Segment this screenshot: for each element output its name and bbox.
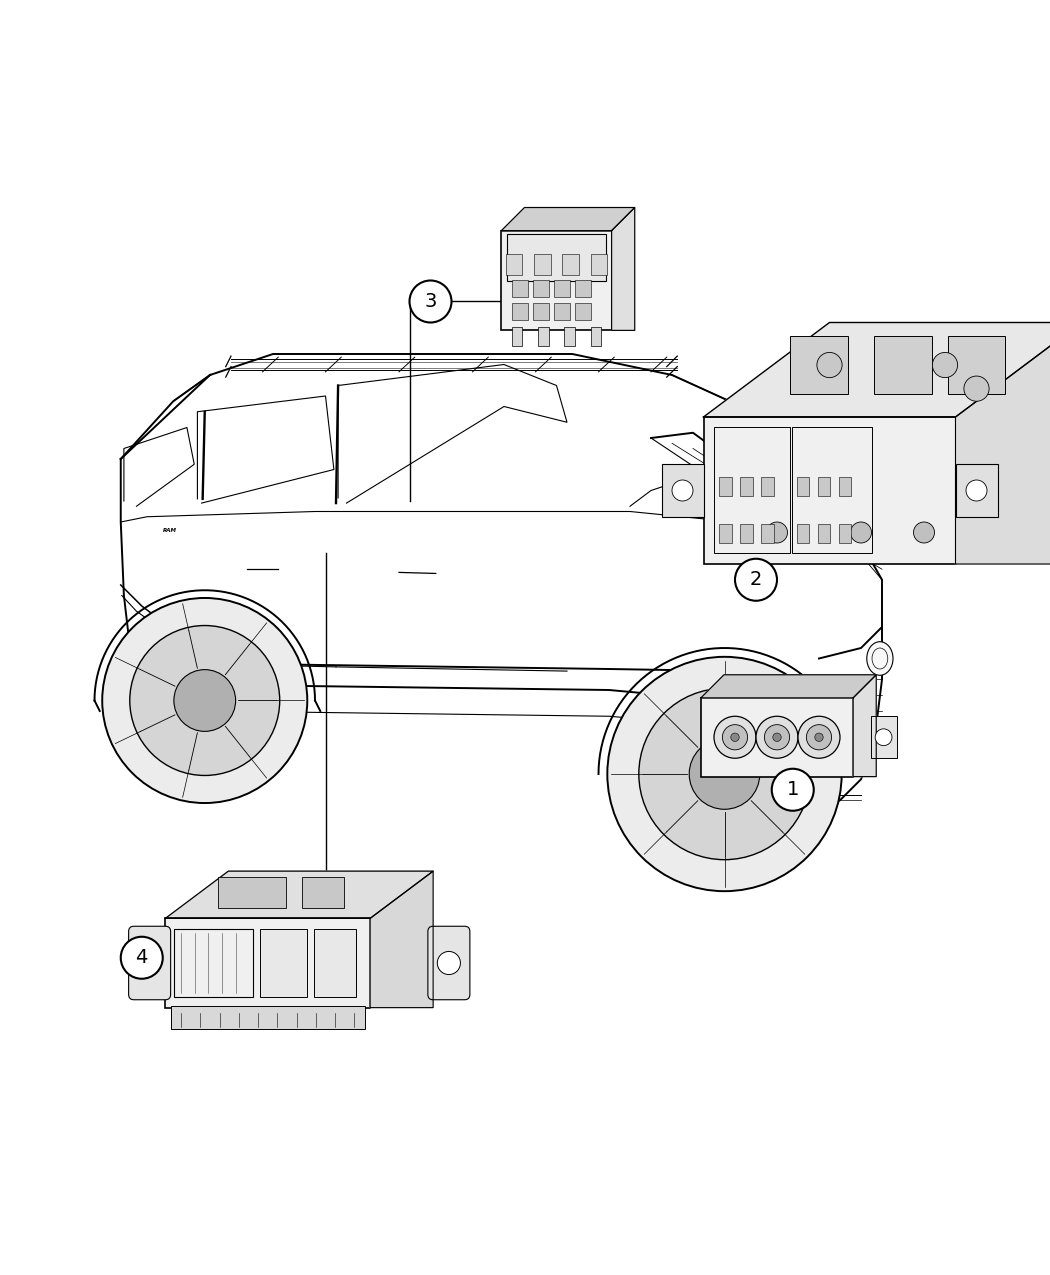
- FancyBboxPatch shape: [761, 524, 774, 543]
- Circle shape: [966, 479, 987, 501]
- FancyBboxPatch shape: [797, 524, 810, 543]
- Text: 4: 4: [135, 949, 148, 968]
- FancyBboxPatch shape: [302, 877, 343, 908]
- Polygon shape: [611, 208, 634, 330]
- Circle shape: [815, 733, 823, 742]
- Circle shape: [102, 598, 308, 803]
- FancyBboxPatch shape: [539, 328, 549, 346]
- Circle shape: [914, 521, 934, 543]
- FancyBboxPatch shape: [218, 877, 286, 908]
- FancyBboxPatch shape: [704, 417, 956, 564]
- FancyBboxPatch shape: [128, 926, 170, 1000]
- FancyBboxPatch shape: [662, 464, 704, 516]
- Circle shape: [731, 733, 739, 742]
- Polygon shape: [701, 674, 876, 697]
- FancyBboxPatch shape: [512, 303, 528, 320]
- Circle shape: [766, 521, 788, 543]
- Circle shape: [756, 717, 798, 759]
- FancyBboxPatch shape: [719, 524, 732, 543]
- FancyBboxPatch shape: [701, 697, 853, 776]
- FancyBboxPatch shape: [839, 524, 852, 543]
- FancyBboxPatch shape: [534, 254, 551, 274]
- Circle shape: [722, 724, 748, 750]
- FancyBboxPatch shape: [533, 303, 549, 320]
- Polygon shape: [853, 674, 876, 776]
- Circle shape: [806, 724, 832, 750]
- Circle shape: [850, 521, 871, 543]
- Circle shape: [174, 669, 235, 732]
- Circle shape: [672, 479, 693, 501]
- FancyBboxPatch shape: [797, 477, 810, 496]
- Text: 2: 2: [750, 570, 762, 589]
- Circle shape: [714, 717, 756, 759]
- FancyBboxPatch shape: [740, 477, 753, 496]
- Circle shape: [932, 352, 958, 377]
- Ellipse shape: [867, 641, 892, 676]
- FancyBboxPatch shape: [554, 303, 570, 320]
- Polygon shape: [166, 871, 434, 918]
- FancyBboxPatch shape: [740, 524, 753, 543]
- Polygon shape: [502, 208, 634, 231]
- FancyBboxPatch shape: [170, 1006, 365, 1029]
- FancyBboxPatch shape: [533, 280, 549, 297]
- Circle shape: [121, 937, 163, 979]
- Circle shape: [139, 951, 162, 974]
- FancyBboxPatch shape: [818, 477, 831, 496]
- Circle shape: [689, 738, 760, 810]
- Circle shape: [130, 626, 279, 775]
- FancyBboxPatch shape: [719, 477, 732, 496]
- Circle shape: [876, 729, 892, 746]
- Circle shape: [764, 724, 790, 750]
- FancyBboxPatch shape: [502, 231, 611, 330]
- Circle shape: [773, 733, 781, 742]
- Circle shape: [735, 558, 777, 601]
- FancyBboxPatch shape: [590, 328, 601, 346]
- Circle shape: [638, 688, 811, 859]
- FancyBboxPatch shape: [260, 929, 307, 997]
- FancyBboxPatch shape: [761, 477, 774, 496]
- FancyBboxPatch shape: [315, 929, 356, 997]
- FancyBboxPatch shape: [512, 280, 528, 297]
- FancyBboxPatch shape: [506, 254, 523, 274]
- FancyBboxPatch shape: [554, 280, 570, 297]
- FancyBboxPatch shape: [563, 254, 580, 274]
- Circle shape: [798, 717, 840, 759]
- FancyBboxPatch shape: [956, 464, 997, 516]
- Text: 1: 1: [786, 780, 799, 799]
- FancyBboxPatch shape: [590, 254, 607, 274]
- FancyBboxPatch shape: [839, 477, 852, 496]
- FancyBboxPatch shape: [512, 328, 523, 346]
- Text: 3: 3: [424, 292, 437, 311]
- FancyBboxPatch shape: [947, 337, 1006, 394]
- FancyBboxPatch shape: [791, 337, 848, 394]
- Text: RAM: RAM: [163, 529, 176, 533]
- FancyBboxPatch shape: [818, 524, 831, 543]
- FancyBboxPatch shape: [575, 303, 591, 320]
- FancyBboxPatch shape: [872, 717, 897, 759]
- FancyBboxPatch shape: [507, 233, 607, 280]
- Polygon shape: [956, 323, 1050, 564]
- FancyBboxPatch shape: [166, 918, 371, 1007]
- FancyBboxPatch shape: [428, 926, 470, 1000]
- Polygon shape: [704, 323, 1050, 417]
- FancyBboxPatch shape: [565, 328, 575, 346]
- Circle shape: [410, 280, 452, 323]
- Circle shape: [438, 951, 461, 974]
- Circle shape: [817, 352, 842, 377]
- FancyBboxPatch shape: [875, 337, 932, 394]
- Polygon shape: [371, 871, 434, 1007]
- Circle shape: [772, 769, 814, 811]
- Circle shape: [964, 376, 989, 402]
- Circle shape: [607, 657, 842, 891]
- FancyBboxPatch shape: [575, 280, 591, 297]
